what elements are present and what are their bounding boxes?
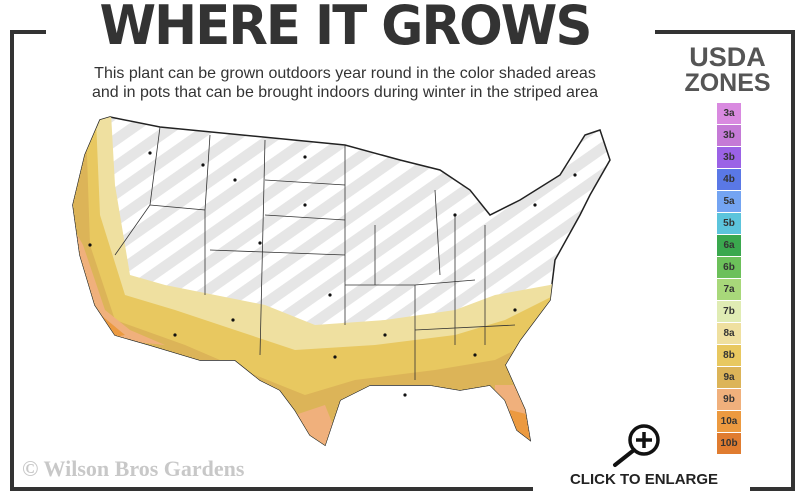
legend-swatch-3a: 3a (717, 103, 741, 124)
legend-swatch-7a: 7a (717, 279, 741, 300)
frame-bottom-right (750, 487, 795, 491)
legend-title-line-2: ZONES (684, 69, 771, 97)
us-zone-map[interactable] (55, 95, 625, 455)
subtitle-line-2: and in pots that can be brought indoors … (91, 84, 599, 101)
frame-top-left (10, 30, 46, 34)
legend-swatch-6a: 6a (717, 235, 741, 256)
legend-swatch-10a: 10a (717, 411, 741, 432)
zone-legend: 3a 3b 3b 4b 5a 5b 6a 6b 7a 7b 8a 8b 9a 9b 10a 10b (717, 103, 741, 455)
frame-right (791, 30, 795, 491)
legend-title: USDA ZONES (670, 42, 785, 97)
click-to-enlarge-button[interactable]: CLICK TO ENLARGE (569, 471, 719, 488)
legend-swatch-9a: 9a (717, 367, 741, 388)
legend-title-line-1: USDA (689, 42, 766, 72)
legend-swatch-4b: 4b (717, 169, 741, 190)
legend-swatch-8a: 8a (717, 323, 741, 344)
frame-bottom-left (10, 487, 533, 491)
legend-swatch-5b: 5b (717, 213, 741, 234)
legend-swatch-5a: 5a (717, 191, 741, 212)
legend-swatch-3b: 3b (717, 147, 741, 168)
frame-left (10, 30, 14, 491)
legend-swatch-7b: 7b (717, 301, 741, 322)
copyright-watermark: © Wilson Bros Gardens (22, 456, 245, 481)
subtitle-line-1: This plant can be grown outdoors year ro… (94, 65, 596, 82)
frame-top-right (655, 30, 795, 34)
page-title: WHERE IT GROWS (99, 0, 592, 57)
legend-swatch-6b: 6b (717, 257, 741, 278)
magnifier-plus-icon[interactable] (610, 422, 666, 468)
state-borders (114, 126, 516, 380)
legend-swatch-10b: 10b (717, 433, 741, 454)
legend-swatch-3b: 3b (717, 125, 741, 146)
city-dots (88, 151, 577, 397)
legend-swatch-8b: 8b (717, 345, 741, 366)
legend-swatch-9b: 9b (717, 389, 741, 410)
